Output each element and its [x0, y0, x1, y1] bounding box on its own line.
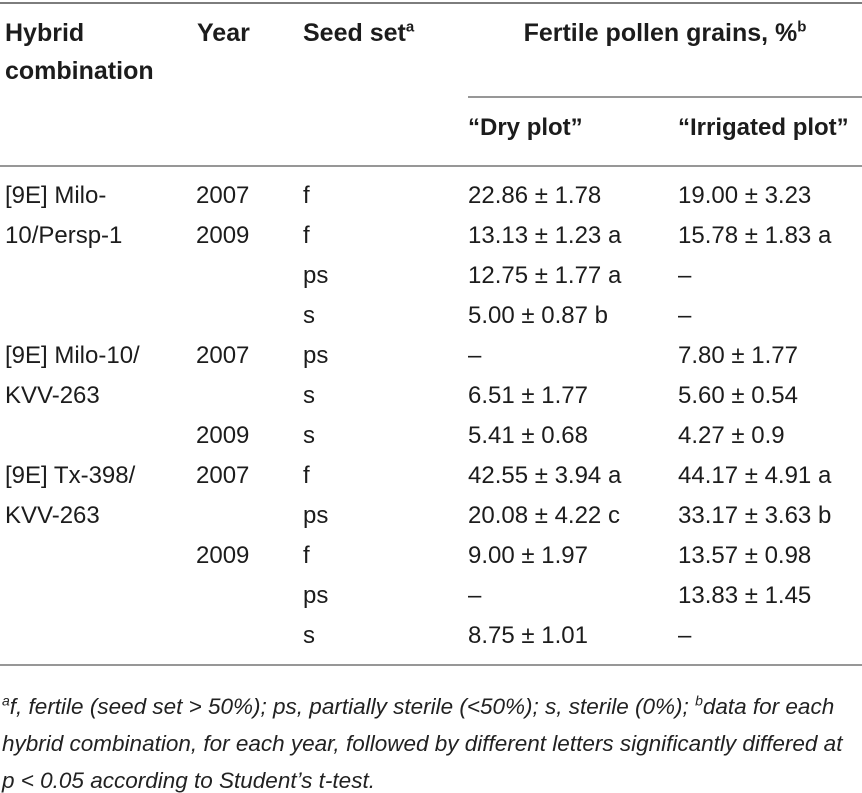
- footnote-marker-a: a: [2, 692, 10, 709]
- column-header-fertile-pollen-grains: Fertile pollen grains, %b: [468, 14, 862, 52]
- cell-dry-plot-value: 9.00 ± 1.97: [468, 542, 588, 569]
- cell-irrigated-plot-value: –: [678, 302, 692, 329]
- cell-year: 2007: [196, 182, 250, 209]
- cell-irrigated-plot-value: 33.17 ± 3.63 b: [678, 502, 832, 529]
- cell-hybrid-combination: [0, 416, 196, 456]
- cell-year: [196, 616, 303, 656]
- pollen-span-rule: [468, 96, 862, 98]
- cell-year: 2009: [196, 542, 250, 569]
- cell-irrigated-plot-value: 5.60 ± 0.54: [678, 382, 798, 409]
- cell-hybrid-combination: [9E] Milo-10/: [5, 342, 140, 369]
- cell-seed-set: s: [303, 382, 315, 409]
- cell-hybrid-combination: KVV-263: [5, 382, 100, 409]
- cell-seed-set: ps: [303, 502, 329, 529]
- cell-dry-plot-value: 20.08 ± 4.22 c: [468, 502, 620, 529]
- cell-dry-plot-value: 22.86 ± 1.78: [468, 182, 602, 209]
- cell-irrigated-plot-value: –: [678, 262, 692, 289]
- cell-dry-plot-value: 6.51 ± 1.77: [468, 382, 588, 409]
- table-row: 2009 f 9.00 ± 1.97 13.57 ± 0.98: [0, 536, 862, 576]
- cell-irrigated-plot-value: 13.83 ± 1.45: [678, 582, 812, 609]
- subcolumn-header-irrigated-plot: “Irrigated plot”: [678, 109, 849, 147]
- column-header-hybrid-combination: Hybrid combination: [5, 14, 190, 90]
- cell-dry-plot-value: 8.75 ± 1.01: [468, 622, 588, 649]
- cell-year: [196, 256, 303, 296]
- cell-irrigated-plot-value: 15.78 ± 1.83 a: [678, 222, 832, 249]
- table-row: s 8.75 ± 1.01 –: [0, 616, 862, 656]
- cell-hybrid-combination: [9E] Tx-398/: [5, 462, 136, 489]
- cell-hybrid-combination: [0, 576, 196, 616]
- pollen-footnote-marker: b: [797, 18, 807, 36]
- footnote-text-a: f, fertile (seed set > 50%); ps, partial…: [9, 694, 696, 719]
- column-header-hybrid-label: Hybrid combination: [5, 19, 154, 85]
- table-row: s 5.00 ± 0.87 b –: [0, 296, 862, 336]
- cell-year: [196, 496, 303, 536]
- table-row: [9E] Milo- 2007 f 22.86 ± 1.78 19.00 ± 3…: [0, 176, 862, 216]
- cell-year: [196, 376, 303, 416]
- cell-dry-plot-value: 12.75 ± 1.77 a: [468, 262, 622, 289]
- table-row: [9E] Milo-10/ 2007 ps – 7.80 ± 1.77: [0, 336, 862, 376]
- table-row: ps 12.75 ± 1.77 a –: [0, 256, 862, 296]
- cell-seed-set: s: [303, 302, 315, 329]
- cell-hybrid-combination: [0, 256, 196, 296]
- cell-hybrid-combination: [0, 296, 196, 336]
- cell-irrigated-plot-value: 7.80 ± 1.77: [678, 342, 798, 369]
- header-body-divider-rule: [0, 165, 862, 167]
- column-header-seed-set-label: Seed set: [303, 19, 406, 47]
- table-row: KVV-263 s 6.51 ± 1.77 5.60 ± 0.54: [0, 376, 862, 416]
- cell-hybrid-combination: KVV-263: [5, 502, 100, 529]
- table-footnote: af, fertile (seed set > 50%); ps, partia…: [2, 688, 861, 793]
- cell-dry-plot-value: –: [468, 342, 482, 369]
- cell-dry-plot-value: 42.55 ± 3.94 a: [468, 462, 622, 489]
- cell-hybrid-combination: [9E] Milo-: [5, 182, 107, 209]
- cell-seed-set: f: [303, 222, 310, 249]
- cell-year: [196, 296, 303, 336]
- column-header-fertile-pollen-label: Fertile pollen grains, %: [523, 19, 798, 47]
- cell-seed-set: f: [303, 542, 310, 569]
- cell-irrigated-plot-value: 44.17 ± 4.91 a: [678, 462, 832, 489]
- cell-year: [196, 576, 303, 616]
- cell-dry-plot-value: –: [468, 582, 482, 609]
- cell-year: 2009: [196, 222, 250, 249]
- cell-seed-set: ps: [303, 342, 329, 369]
- footnote-marker-b: b: [695, 692, 703, 709]
- cell-irrigated-plot-value: –: [678, 622, 692, 649]
- table-row: 10/Persp-1 2009 f 13.13 ± 1.23 a 15.78 ±…: [0, 216, 862, 256]
- cell-year: 2007: [196, 462, 250, 489]
- footnote-text-b: data for each hybrid combination, for ea…: [2, 694, 843, 793]
- cell-hybrid-combination: [0, 536, 196, 576]
- cell-hybrid-combination: [0, 616, 196, 656]
- top-rule: [0, 2, 862, 4]
- cell-seed-set: ps: [303, 262, 329, 289]
- column-header-year-label: Year: [197, 19, 250, 47]
- irrigated-plot-label: “Irrigated plot”: [678, 114, 849, 141]
- table-body: [9E] Milo- 2007 f 22.86 ± 1.78 19.00 ± 3…: [0, 176, 862, 656]
- cell-seed-set: f: [303, 182, 310, 209]
- column-header-seed-set: Seed seta: [303, 14, 414, 52]
- table-row: 2009 s 5.41 ± 0.68 4.27 ± 0.9: [0, 416, 862, 456]
- dry-plot-label: “Dry plot”: [468, 114, 583, 141]
- cell-seed-set: s: [303, 622, 315, 649]
- cell-dry-plot-value: 5.00 ± 0.87 b: [468, 302, 608, 329]
- cell-irrigated-plot-value: 19.00 ± 3.23: [678, 182, 812, 209]
- cell-dry-plot-value: 5.41 ± 0.68: [468, 422, 588, 449]
- seed-set-footnote-marker: a: [405, 18, 415, 36]
- body-footnote-divider-rule: [0, 664, 862, 666]
- table-row: [9E] Tx-398/ 2007 f 42.55 ± 3.94 a 44.17…: [0, 456, 862, 496]
- cell-irrigated-plot-value: 4.27 ± 0.9: [678, 422, 785, 449]
- cell-year: 2009: [196, 422, 250, 449]
- table-row: KVV-263 ps 20.08 ± 4.22 c 33.17 ± 3.63 b: [0, 496, 862, 536]
- cell-dry-plot-value: 13.13 ± 1.23 a: [468, 222, 622, 249]
- cell-hybrid-combination: 10/Persp-1: [5, 222, 123, 249]
- cell-irrigated-plot-value: 13.57 ± 0.98: [678, 542, 812, 569]
- table-row: ps – 13.83 ± 1.45: [0, 576, 862, 616]
- cell-seed-set: f: [303, 462, 310, 489]
- cell-seed-set: ps: [303, 582, 329, 609]
- cell-seed-set: s: [303, 422, 315, 449]
- cell-year: 2007: [196, 342, 250, 369]
- subcolumn-header-dry-plot: “Dry plot”: [468, 109, 583, 147]
- column-header-year: Year: [197, 14, 250, 52]
